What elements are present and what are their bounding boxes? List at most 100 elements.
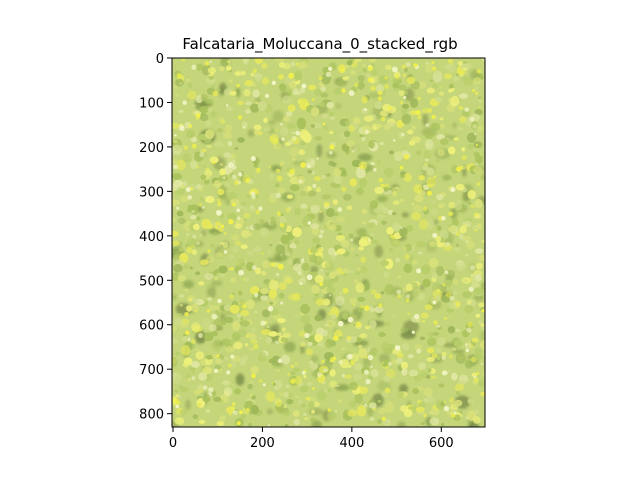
leaf [191, 371, 196, 375]
leaf [186, 246, 193, 254]
leaf-highlight [347, 316, 354, 323]
leaf [210, 243, 215, 248]
leaf [365, 73, 371, 78]
leaf [429, 417, 440, 426]
leaf [185, 233, 190, 236]
leaf [369, 232, 375, 238]
leaf [317, 246, 324, 252]
leaf [357, 75, 365, 82]
leaf [204, 333, 213, 341]
leaf [331, 254, 336, 260]
leaf [245, 261, 255, 272]
leaf [342, 268, 349, 274]
leaf [437, 337, 446, 346]
leaf [306, 208, 311, 212]
leaf [214, 141, 224, 148]
leaf-highlight [384, 75, 388, 80]
leaf [294, 376, 303, 385]
shadow-patch [479, 330, 485, 342]
leaf [458, 93, 469, 99]
leaf [226, 60, 231, 64]
leaf-highlight [325, 71, 332, 78]
leaf [308, 360, 314, 365]
leaf [244, 343, 249, 347]
leaf [443, 73, 453, 80]
leaf [399, 198, 405, 203]
leaf [413, 375, 419, 380]
leaf [326, 286, 336, 294]
leaf [316, 187, 321, 193]
leaf [297, 224, 303, 229]
leaf-highlight [270, 262, 275, 267]
leaf-highlight [414, 313, 420, 319]
leaf [309, 254, 318, 263]
leaf [198, 376, 205, 381]
leaf [455, 73, 460, 77]
leaf [187, 205, 194, 212]
leaf [384, 401, 395, 413]
leaf [451, 87, 455, 92]
leaf [417, 114, 422, 120]
leaf [480, 174, 485, 181]
leaf-highlight [195, 112, 201, 118]
leaf-highlight [456, 166, 462, 172]
leaf-highlight [364, 305, 370, 311]
leaf [187, 377, 191, 382]
leaf [455, 183, 465, 191]
leaf [428, 257, 439, 268]
leaf [328, 131, 334, 135]
leaf [183, 264, 191, 270]
leaf [249, 232, 254, 237]
leaf [176, 210, 184, 217]
leaf [474, 347, 482, 356]
leaf-highlight [268, 165, 271, 168]
leaf [408, 369, 419, 377]
leaf [435, 158, 440, 164]
leaf [422, 278, 431, 288]
leaf [466, 132, 477, 143]
leaf [196, 135, 203, 140]
leaf-highlight [304, 332, 310, 339]
leaf [280, 234, 290, 245]
leaf [396, 357, 404, 364]
leaf-highlight [475, 144, 478, 147]
leaf [326, 101, 335, 109]
leaf [473, 269, 483, 277]
leaf [255, 267, 261, 275]
leaf [329, 115, 336, 121]
leaf-highlight [381, 117, 386, 122]
leaf [226, 66, 232, 71]
shadow-patch [317, 210, 324, 223]
leaf [463, 235, 472, 242]
leaf [199, 113, 209, 122]
leaf [438, 203, 446, 208]
leaf [180, 184, 185, 189]
leaf [462, 61, 468, 65]
leaf [327, 388, 331, 393]
leaf [277, 74, 285, 80]
leaf [240, 229, 251, 238]
leaf [435, 295, 441, 302]
leaf [231, 402, 236, 406]
leaf [418, 175, 426, 181]
leaf [254, 58, 264, 64]
leaf-highlight [481, 309, 485, 313]
leaf [300, 203, 308, 209]
leaf [249, 347, 255, 352]
leaf [299, 129, 310, 140]
leaf [200, 94, 208, 102]
leaf [430, 375, 437, 380]
leaf [204, 196, 215, 203]
leaf [384, 64, 393, 71]
leaf [332, 199, 338, 205]
leaf-highlight [225, 104, 229, 107]
leaf-highlight [476, 371, 480, 375]
leaf [308, 84, 317, 91]
leaf-highlight [185, 187, 191, 192]
leaf [425, 158, 429, 162]
leaf [287, 399, 292, 405]
leaf [370, 369, 379, 378]
leaf [185, 373, 192, 380]
leaf [447, 369, 452, 373]
leaf [277, 317, 286, 324]
